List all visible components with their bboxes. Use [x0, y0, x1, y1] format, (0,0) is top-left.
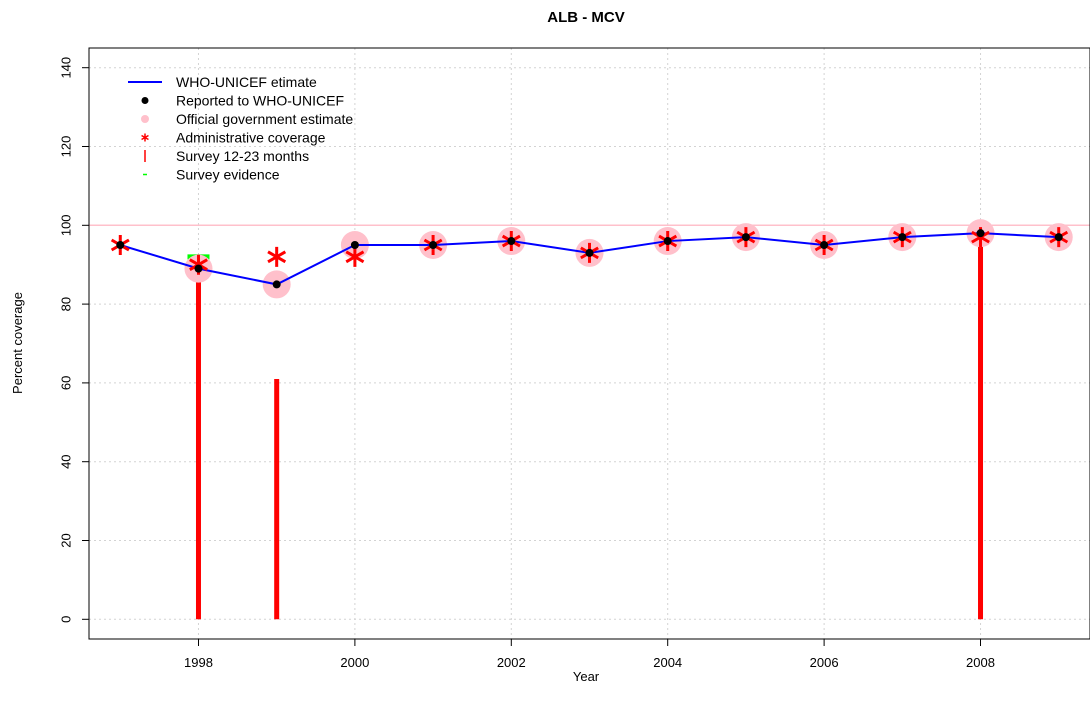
plot-border [88, 47, 1090, 640]
legend-item-1: Reported to WHO-UNICEF [141, 93, 344, 109]
legend-label: Administrative coverage [176, 130, 326, 146]
y-axis: 0 20 40 60 80 100 120 140 [58, 57, 89, 623]
reported-2004 [663, 237, 672, 246]
reported-1999 [272, 280, 281, 289]
reported-2001 [429, 241, 438, 249]
legend: WHO-UNICEF etimate Reported to WHO-UNICEF… [128, 74, 353, 183]
reported-2008 [976, 229, 985, 238]
reported-2006 [820, 241, 829, 249]
y-tick-label-40: 40 [58, 454, 73, 468]
reported-2000 [350, 241, 359, 249]
legend-label: Reported to WHO-UNICEF [176, 93, 344, 109]
legend-star-icon [141, 133, 149, 142]
y-tick-label-100: 100 [58, 214, 73, 236]
x-tick-label-2008: 2008 [966, 655, 995, 670]
legend-label: Survey evidence [176, 167, 280, 183]
x-axis: 1998 2000 2002 2004 2006 2008 [184, 639, 995, 670]
y-tick-label-20: 20 [58, 533, 73, 547]
x-axis-label: Year [573, 669, 600, 684]
legend-dot-icon [141, 97, 149, 104]
legend-label: WHO-UNICEF etimate [176, 74, 317, 90]
legend-item-2: Official government estimate [141, 111, 353, 127]
legend-item-5: Survey evidence [143, 167, 280, 183]
legend-item-3: Administrative coverage [141, 130, 326, 146]
x-tick-label-1998: 1998 [184, 655, 213, 670]
reported-2009 [1054, 233, 1063, 242]
x-tick-label-2006: 2006 [810, 655, 839, 670]
legend-label: Official government estimate [176, 111, 353, 127]
admin-coverage-2000 [345, 246, 365, 267]
y-tick-label-120: 120 [58, 136, 73, 158]
survey-12-23-months-bars [195, 237, 984, 620]
admin-coverage-1999 [267, 246, 287, 267]
legend-item-0: WHO-UNICEF etimate [128, 74, 317, 90]
reported-1998 [194, 264, 203, 273]
y-axis-label: Percent coverage [10, 292, 25, 394]
legend-circle-icon [141, 115, 149, 123]
reported-2005 [741, 233, 750, 242]
legend-item-4: Survey 12-23 months [144, 148, 309, 164]
y-tick-label-80: 80 [58, 297, 73, 311]
official-estimate-circles [184, 219, 1073, 299]
y-tick-label-0: 0 [58, 616, 73, 623]
chart-title: ALB - MCV [547, 9, 625, 26]
reported-2007 [898, 233, 907, 242]
x-tick-label-2000: 2000 [340, 655, 369, 670]
y-tick-label-140: 140 [58, 57, 73, 79]
x-tick-label-2002: 2002 [497, 655, 526, 670]
reported-1997 [116, 241, 125, 249]
reported-2003 [585, 248, 594, 257]
reported-2002 [507, 237, 516, 246]
x-tick-label-2004: 2004 [653, 655, 682, 670]
y-tick-label-60: 60 [58, 376, 73, 390]
reported-to-who-unicef-dots [116, 229, 1063, 289]
legend-label: Survey 12-23 months [176, 148, 309, 164]
